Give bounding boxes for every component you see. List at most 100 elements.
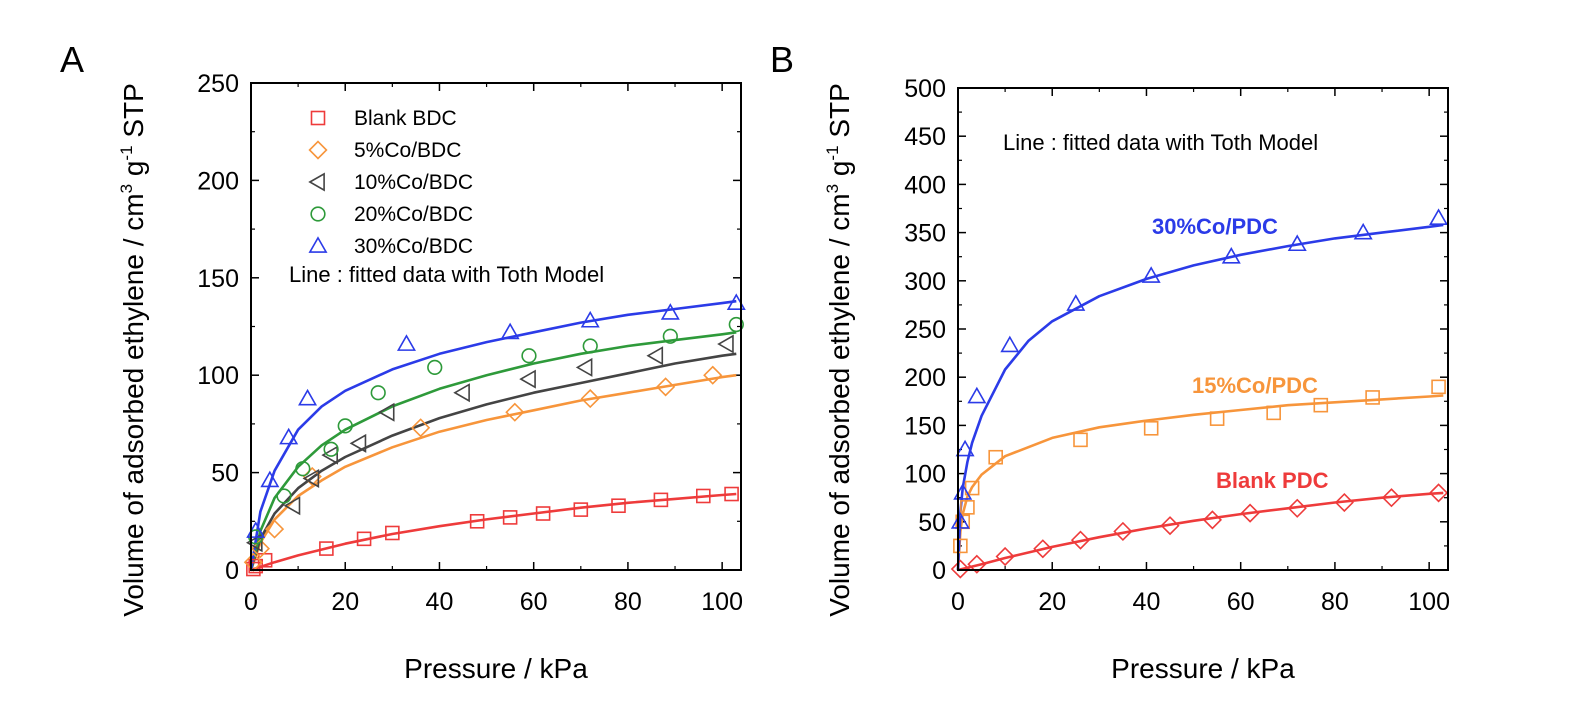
fit-line-15co-pdc	[956, 394, 1444, 571]
data-point-blank-bdc	[257, 552, 273, 568]
data-point-blank-bdc	[696, 488, 711, 504]
panel-b-y-tick-label: 500	[904, 75, 946, 103]
data-point-10co-bdc	[302, 468, 320, 488]
data-point-blank-bdc	[469, 513, 485, 529]
fit-line-30co-pdc	[956, 223, 1444, 571]
data-point-15co-pdc	[1143, 420, 1159, 436]
data-point-30co-pdc	[1141, 266, 1161, 283]
legend-marker-20co-bdc	[310, 206, 326, 222]
panel-a-x-tick-label: 20	[331, 588, 359, 616]
panel-b-y-tick-label: 400	[904, 171, 946, 199]
panel-a-fit-lines	[249, 299, 737, 572]
data-point-10co-bdc	[717, 334, 734, 354]
data-point-15co-pdc	[964, 480, 980, 496]
panel-a-legend: Blank BDC 5%Co/BDC 10%Co/BDC 20%Co/BDC 30%Co…	[308, 107, 473, 258]
data-point-blank-pdc	[1202, 510, 1223, 530]
panel-a-annotation: Line : fitted data with Toth Model	[289, 262, 604, 287]
data-point-5co-bdc	[580, 388, 600, 409]
fit-line-5co-bdc	[249, 373, 737, 571]
panel-b-x-axis-label: Pressure / kPa	[1111, 653, 1295, 684]
series-label-30-co-pdc: 30%Co/PDC	[1152, 214, 1278, 239]
data-point-blank-bdc	[356, 531, 372, 547]
data-point-10co-bdc	[283, 496, 301, 516]
legend-marker-30co-bdc	[308, 236, 328, 253]
fit-line-10co-bdc	[249, 352, 737, 571]
fit-line-20co-bdc	[249, 331, 737, 571]
panel-b-y-tick-label: 200	[904, 364, 946, 392]
legend-label-10co-bdc: 10%Co/BDC	[354, 171, 473, 194]
legend-marker-5co-bdc	[308, 140, 328, 160]
data-point-20co-bdc	[295, 461, 311, 477]
data-point-5co-bdc	[656, 377, 676, 397]
data-point-10co-bdc	[245, 533, 263, 553]
panel-a-y-tick-label: 100	[197, 362, 239, 390]
panel-a-plot-frame	[250, 82, 742, 571]
legend-marker-10co-bdc	[308, 172, 325, 192]
data-point-5co-bdc	[703, 365, 723, 385]
panel-b-x-tick-label: 60	[1227, 588, 1255, 616]
data-point-blank-bdc	[573, 502, 589, 517]
data-point-15co-pdc	[953, 538, 968, 554]
data-point-blank-bdc	[319, 541, 334, 556]
data-point-30co-bdc	[500, 322, 520, 340]
data-point-10co-bdc	[575, 357, 593, 377]
data-point-blank-bdc	[611, 498, 626, 514]
data-point-15co-pdc	[960, 500, 975, 515]
data-point-30co-pdc	[1353, 222, 1373, 240]
panel-a-y-tick-label: 200	[197, 167, 239, 195]
panel-a-data-points	[243, 293, 746, 577]
panel-a-ticks: 0 20 40 60 80 100 0 50 100 150 200 250	[197, 70, 743, 616]
panel-label-a: A	[60, 39, 84, 80]
data-point-blank-bdc	[535, 506, 551, 521]
data-point-blank-bdc	[724, 486, 739, 502]
data-point-20co-bdc	[662, 328, 678, 344]
panel-label-b: B	[770, 39, 794, 80]
series-label-15-co-pdc: 15%Co/PDC	[1192, 373, 1318, 398]
panel-b: B 0 20 40 60 80 100 0 50 100 150 200 250 300 350 400 45…	[770, 39, 1450, 684]
fit-line-blank-pdc	[957, 491, 1444, 572]
data-point-10co-bdc	[321, 445, 338, 465]
data-point-30co-pdc	[1287, 234, 1307, 252]
panel-a-x-tick-label: 40	[426, 588, 454, 616]
panel-b-y-tick-label: 450	[904, 123, 946, 151]
panel-b-ticks: 0 20 40 60 80 100 0 50 100 150 200 250 300 350 400 450 5…	[904, 75, 1450, 616]
panel-a-x-tick-label: 80	[614, 588, 642, 616]
panel-b-y-tick-label: 250	[904, 316, 946, 344]
panel-b-x-tick-label: 40	[1133, 588, 1161, 616]
panel-a-x-axis-label: Pressure / kPa	[404, 653, 588, 684]
data-point-30co-bdc	[279, 427, 299, 445]
panel-a-x-tick-label: 100	[701, 588, 743, 616]
data-point-5co-bdc	[505, 402, 525, 422]
data-point-5co-bdc	[264, 519, 285, 539]
fit-line-blank-bdc	[250, 492, 737, 572]
data-point-10co-bdc	[646, 346, 664, 366]
data-point-blank-pdc	[1240, 503, 1260, 523]
data-point-30co-bdc	[260, 470, 280, 488]
data-point-15co-pdc	[1209, 411, 1225, 426]
panel-a-y-tick-label: 0	[225, 557, 239, 585]
panel-b-y-tick-label: 150	[904, 412, 946, 440]
panel-a-y-tick-label: 250	[197, 70, 239, 98]
data-point-blank-pdc	[1070, 530, 1091, 550]
data-point-15co-pdc	[1073, 432, 1088, 448]
panel-b-data-points	[950, 208, 1449, 579]
series-label-blank-pdc: Blank PDC	[1216, 468, 1329, 493]
data-point-30co-pdc	[1429, 208, 1449, 226]
legend-label-5co-bdc: 5%Co/BDC	[354, 139, 461, 162]
panel-b-x-tick-label: 0	[951, 588, 965, 616]
data-point-20co-bdc	[521, 348, 537, 364]
panel-b-annotation: Line : fitted data with Toth Model	[1003, 130, 1318, 155]
data-point-blank-pdc	[1113, 521, 1133, 542]
data-point-10co-bdc	[519, 369, 536, 389]
data-point-blank-pdc	[1428, 483, 1449, 503]
panel-b-y-tick-label: 50	[918, 509, 946, 537]
panel-b-plot-frame	[957, 87, 1449, 571]
data-point-20co-bdc	[582, 338, 598, 354]
data-point-20co-bdc	[728, 316, 744, 333]
data-point-10co-bdc	[377, 402, 395, 422]
data-point-30co-pdc	[1066, 294, 1086, 311]
panel-b-x-tick-label: 80	[1321, 588, 1349, 616]
data-point-30co-pdc	[1221, 246, 1241, 264]
data-point-20co-bdc	[323, 441, 339, 457]
data-point-5co-bdc	[411, 418, 431, 438]
